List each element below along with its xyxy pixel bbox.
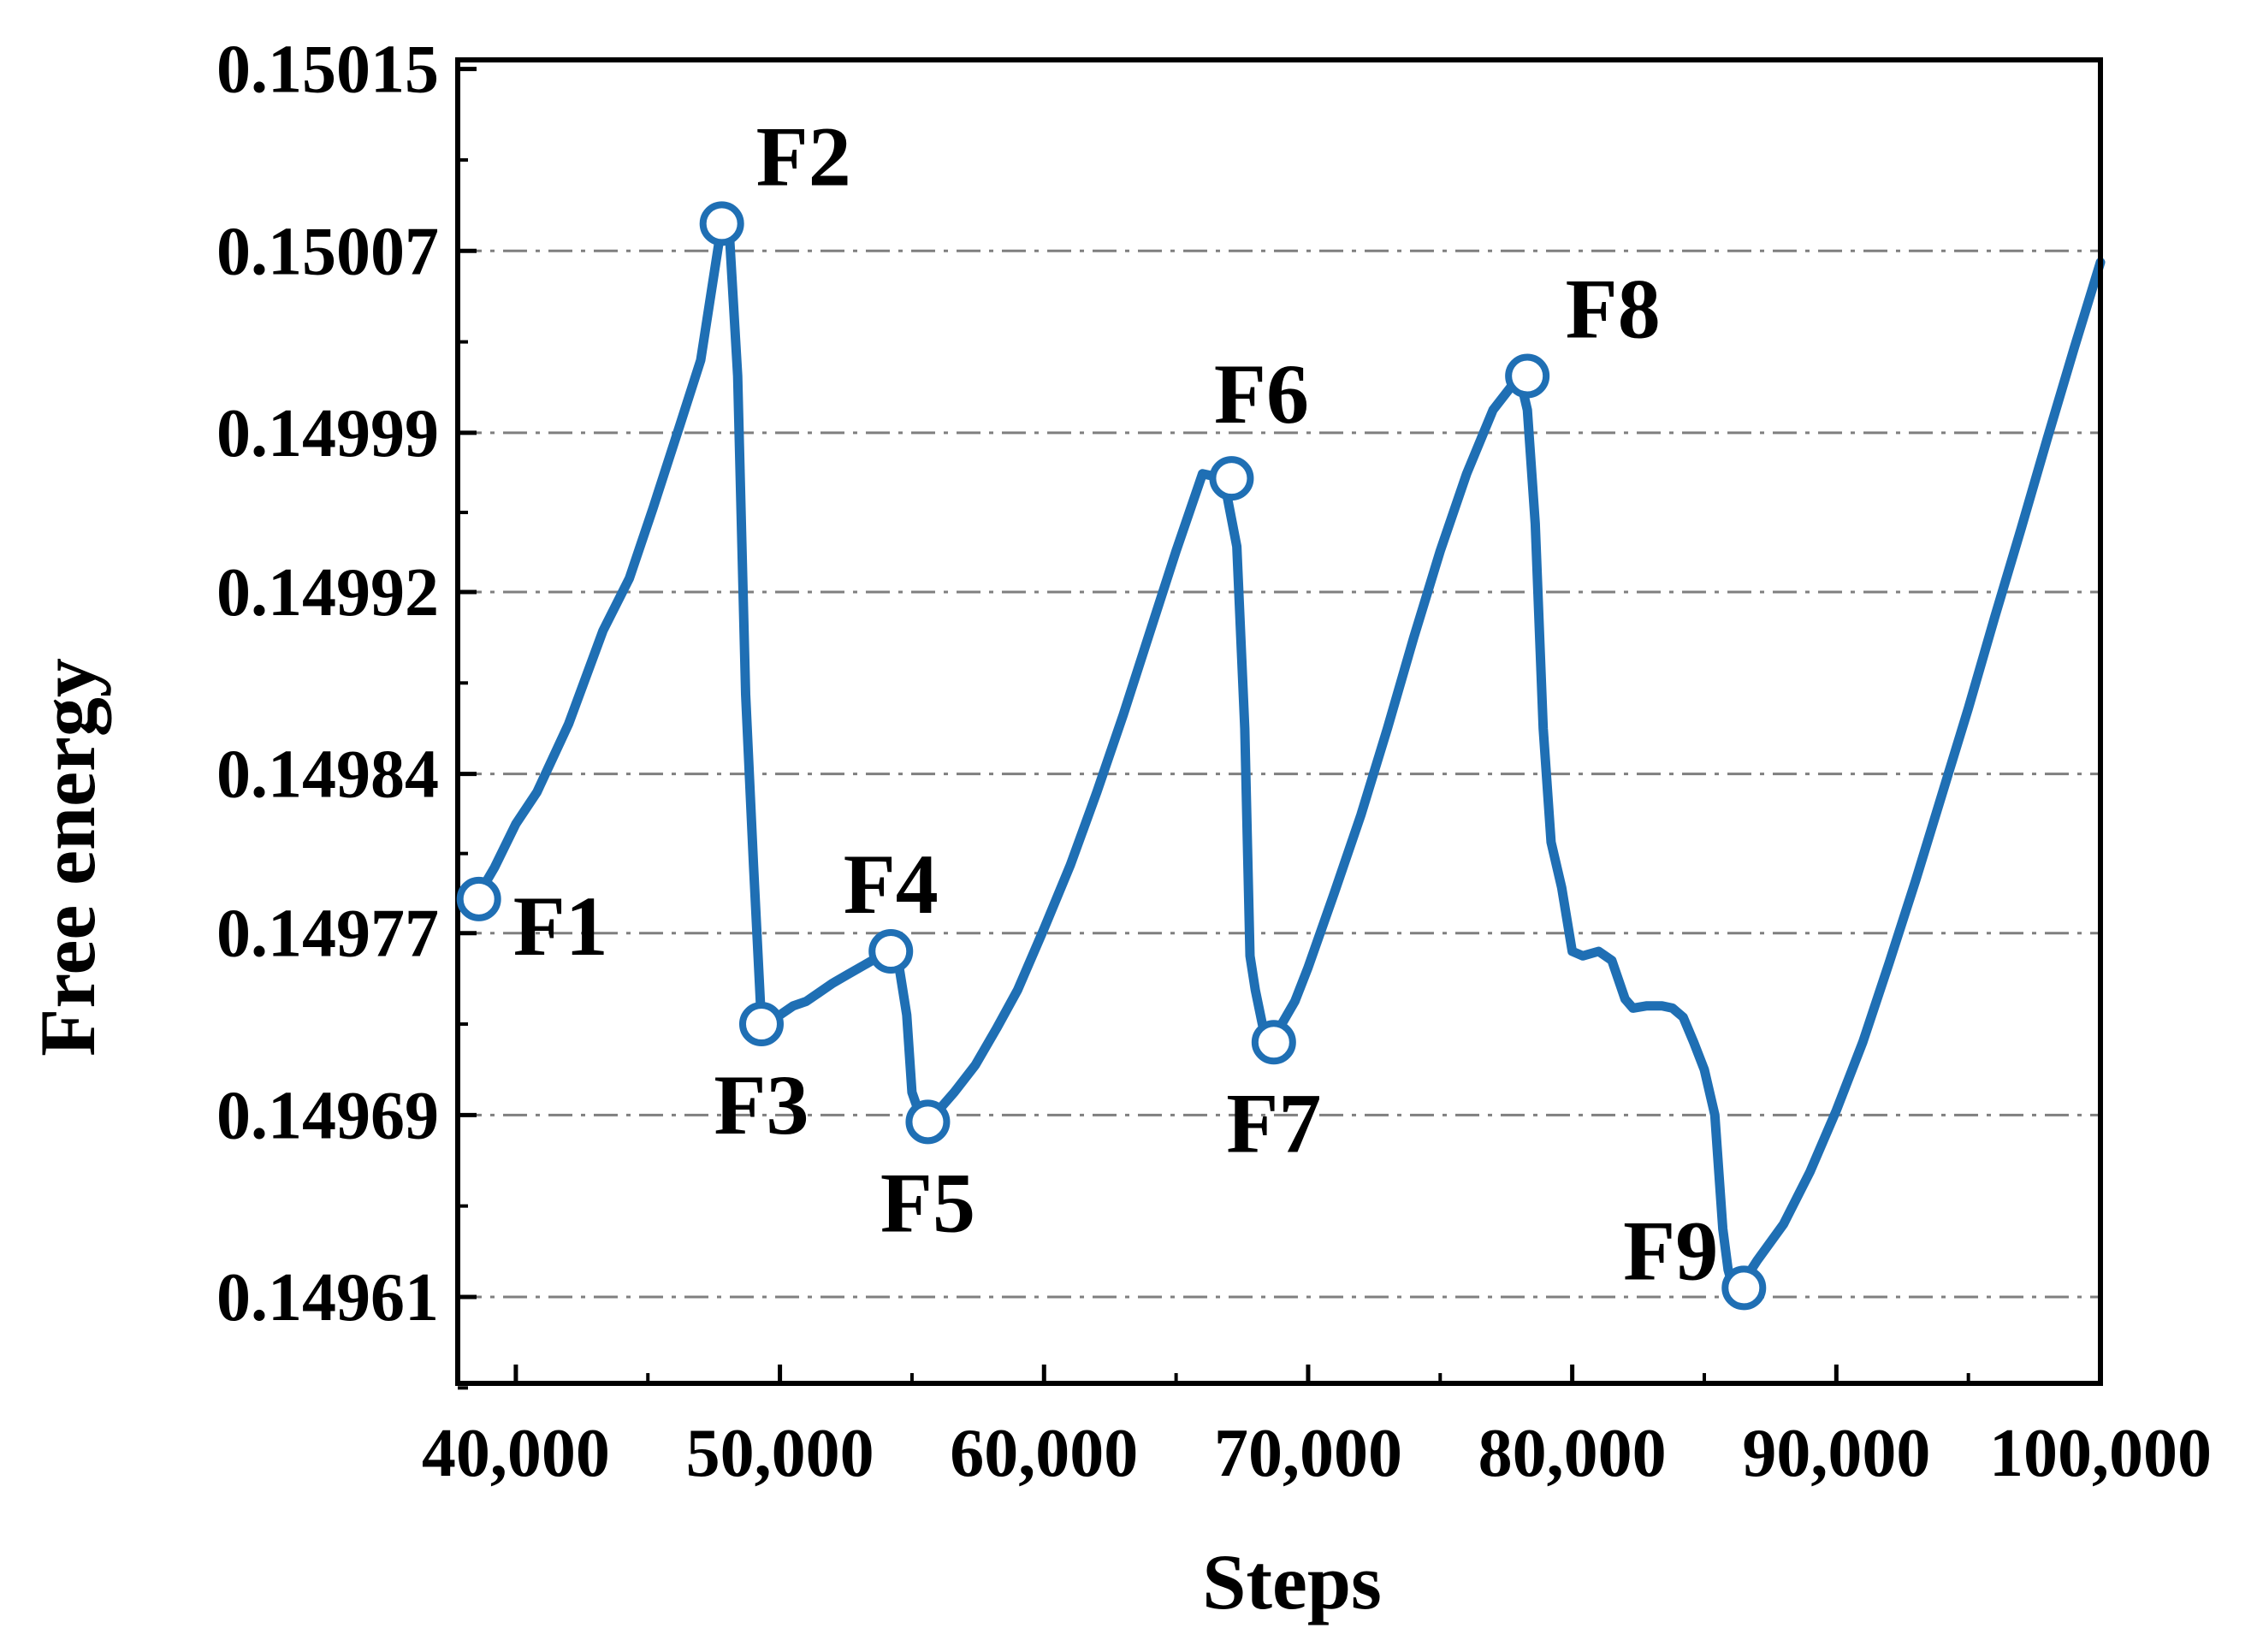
point-marker: [1721, 1265, 1767, 1311]
x-tick-label: 80,000: [1478, 1416, 1667, 1491]
x-tick-label: 90,000: [1742, 1416, 1930, 1491]
y-tick-label: 0.14984: [216, 737, 439, 813]
point-marker: [699, 201, 744, 246]
point-label: F3: [714, 1057, 809, 1152]
point-label: F8: [1566, 261, 1661, 356]
point-labels: F1 F2 F3 F4 F5 F6 F7 F8 F9: [513, 109, 1719, 1298]
y-tick-label: 0.14999: [216, 396, 439, 471]
point-marker: [868, 928, 914, 974]
point-marker: [1209, 456, 1254, 501]
point-marker: [456, 876, 501, 921]
point-marker: [1251, 1020, 1296, 1065]
point-marker: [905, 1099, 951, 1145]
x-tick-label: 50,000: [686, 1416, 874, 1491]
y-tick-label: 0.15007: [216, 214, 439, 289]
point-label: F6: [1214, 346, 1309, 441]
point-label: F1: [513, 879, 608, 974]
x-tick-label: 100,000: [1989, 1416, 2212, 1491]
plot-frame: [455, 57, 2103, 1386]
point-marker: [738, 1002, 784, 1047]
y-tick-label: 0.14969: [216, 1078, 439, 1153]
point-marker: [1505, 353, 1550, 399]
y-axis-title: Free energy: [24, 658, 111, 1057]
point-label: F4: [844, 837, 939, 932]
point-markers: [456, 201, 1767, 1311]
x-axis-title: Steps: [1202, 1538, 1382, 1625]
axes: 0.14961 0.14969 0.14977 0.14984 0.14992 0.149…: [216, 33, 2212, 1491]
point-label: F5: [880, 1155, 975, 1250]
x-tick-label: 60,000: [950, 1416, 1138, 1491]
point-label: F2: [756, 109, 851, 204]
y-tick-label: 0.15015: [216, 33, 439, 108]
y-tick-label: 0.14961: [216, 1260, 439, 1335]
y-tick-label: 0.14977: [216, 897, 439, 972]
point-label: F9: [1623, 1203, 1718, 1298]
x-tick-label: 70,000: [1214, 1416, 1402, 1491]
y-tick-label: 0.14992: [216, 555, 439, 631]
point-label: F7: [1226, 1075, 1321, 1170]
x-tick-label: 40,000: [422, 1416, 610, 1491]
